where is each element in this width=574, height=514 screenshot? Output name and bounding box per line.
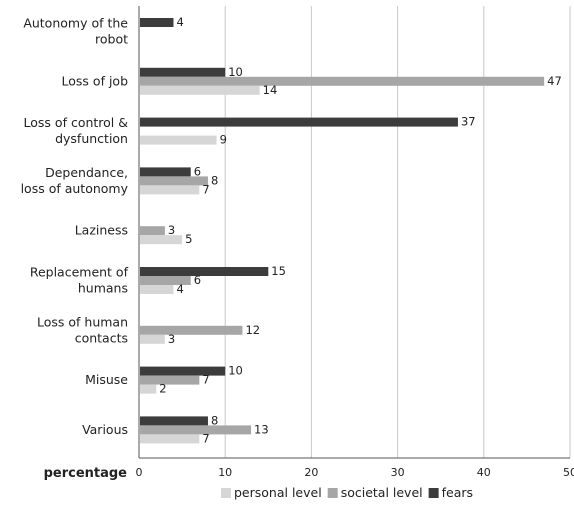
bar-societal-level xyxy=(140,276,191,285)
category-label: Loss of control & xyxy=(24,115,129,130)
data-label: 10 xyxy=(228,364,243,378)
bar-personal-level xyxy=(140,185,200,195)
bar-fears xyxy=(140,117,458,127)
bar-societal-level xyxy=(140,375,200,385)
x-tick-label: 30 xyxy=(391,466,405,479)
category-label: Replacement of xyxy=(30,265,129,280)
category-label: contacts xyxy=(75,330,128,345)
data-label: 15 xyxy=(271,264,286,278)
data-label: 7 xyxy=(202,431,209,445)
bar-fears xyxy=(140,67,226,77)
category-label: loss of autonomy xyxy=(21,181,129,196)
data-label: 7 xyxy=(202,373,209,387)
category-label: robot xyxy=(95,32,128,47)
bar-societal-level xyxy=(140,425,252,435)
data-label: 37 xyxy=(461,115,476,129)
data-label: 47 xyxy=(547,74,562,88)
bar-fears xyxy=(140,366,226,376)
data-label: 8 xyxy=(211,173,218,187)
category-label: Dependance, xyxy=(45,165,128,180)
data-label: 6 xyxy=(194,164,201,178)
x-tick-label: 20 xyxy=(304,466,318,479)
bar-personal-level xyxy=(140,334,165,344)
x-tick-label: 50 xyxy=(563,466,574,479)
bar-fears xyxy=(140,416,208,426)
data-label: 14 xyxy=(263,83,278,97)
x-tick-label: 10 xyxy=(218,466,232,479)
data-label: 4 xyxy=(176,15,183,29)
bar-societal-level xyxy=(140,325,243,335)
data-label: 3 xyxy=(168,223,175,237)
bar-fears xyxy=(140,18,174,27)
bar-personal-level xyxy=(140,85,260,95)
category-label: Laziness xyxy=(75,223,128,238)
data-label: 10 xyxy=(228,65,243,79)
category-label: Loss of job xyxy=(62,73,129,88)
data-label: 2 xyxy=(159,382,166,396)
bar-personal-level xyxy=(140,384,157,394)
x-tick-label: 40 xyxy=(477,466,491,479)
category-label: Autonomy of the xyxy=(23,16,128,31)
bar-personal-level xyxy=(140,434,200,444)
bar-personal-level xyxy=(140,135,217,145)
legend-swatch xyxy=(221,488,231,498)
bar-fears xyxy=(140,267,269,276)
data-label: 7 xyxy=(202,182,209,196)
data-label: 5 xyxy=(185,232,192,246)
x-tick-label: 0 xyxy=(136,466,143,479)
legend-label: personal level xyxy=(234,485,322,500)
category-label: Various xyxy=(82,422,128,437)
legend-swatch xyxy=(428,488,439,498)
bar-societal-level xyxy=(140,176,208,186)
category-label: humans xyxy=(78,281,128,296)
legend-swatch xyxy=(327,488,338,498)
legend-label: fears xyxy=(442,485,473,500)
data-label: 12 xyxy=(245,323,260,337)
legend-label: societal level xyxy=(341,485,423,500)
bar-societal-level xyxy=(140,76,545,86)
data-label: 9 xyxy=(220,133,227,147)
bar-fears xyxy=(140,167,191,177)
data-label: 4 xyxy=(176,282,183,296)
data-label: 6 xyxy=(194,273,201,287)
category-label: Misuse xyxy=(85,372,128,387)
data-label: 13 xyxy=(254,422,269,436)
data-label: 8 xyxy=(211,413,218,427)
bar-personal-level xyxy=(140,285,174,294)
data-label: 3 xyxy=(168,332,175,346)
bar-societal-level xyxy=(140,226,165,236)
category-label: dysfunction xyxy=(55,131,128,146)
category-label: Loss of human xyxy=(37,314,128,329)
bar-personal-level xyxy=(140,235,183,245)
x-axis-label: percentage xyxy=(44,466,128,481)
